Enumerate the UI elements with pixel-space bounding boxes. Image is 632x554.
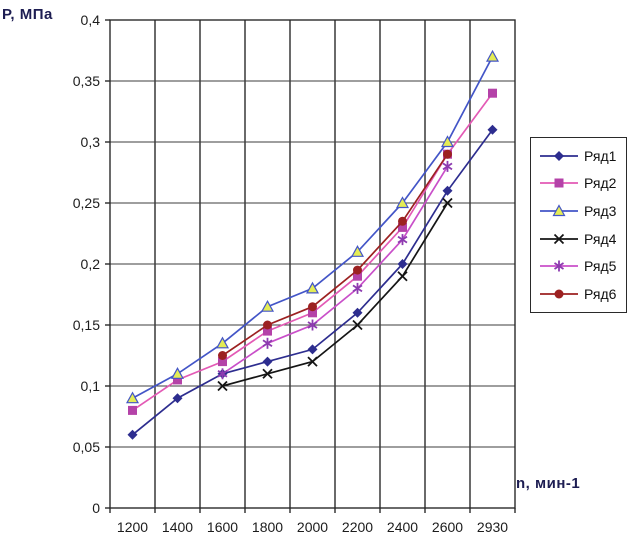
legend-item-5: Ряд5 <box>539 258 626 274</box>
x-tick-label: 1600 <box>206 519 239 535</box>
x-tick-label: 2930 <box>476 519 509 535</box>
legend-marker-triangle-icon <box>540 204 578 217</box>
y-tick-label: 0 <box>92 500 100 516</box>
axis-ticks <box>105 19 516 513</box>
legend-label: Ряд3 <box>584 203 617 220</box>
y-tick-label: 0,25 <box>72 195 100 211</box>
series-2 <box>128 88 497 415</box>
y-axis-title: Р, МПа <box>2 6 53 23</box>
legend: Ряд1 Ряд2 Ряд3 Ряд4 Ряд5 Ряд6 <box>530 137 627 313</box>
legend-item-1: Ряд1 <box>539 148 626 164</box>
legend-label: Ряд4 <box>584 230 617 247</box>
series-3 <box>125 49 500 404</box>
legend-item-2: Ряд2 <box>539 175 626 191</box>
x-tick-label: 2600 <box>431 519 464 535</box>
y-tick-label: 0,4 <box>80 12 100 28</box>
x-tick-label: 1800 <box>251 519 284 535</box>
x-tick-label: 2000 <box>296 519 329 535</box>
x-axis-title: n, мин-1 <box>516 475 581 492</box>
legend-label: Ряд1 <box>584 147 617 164</box>
legend-item-3: Ряд3 <box>539 203 626 219</box>
x-tick-label: 1200 <box>116 519 149 535</box>
legend-item-4: Ряд4 <box>539 231 626 247</box>
series-5 <box>217 160 453 380</box>
legend-item-6: Ряд6 <box>539 286 626 302</box>
y-tick-label: 0,1 <box>80 378 100 394</box>
legend-label: Ряд6 <box>584 286 617 303</box>
legend-label: Ряд5 <box>584 258 617 275</box>
y-tick-label: 0,35 <box>72 73 100 89</box>
y-tick-label: 0,2 <box>80 256 100 272</box>
legend-marker-diamond-icon <box>540 150 578 161</box>
legend-marker-star-icon <box>540 260 578 272</box>
x-tick-label: 2200 <box>341 519 374 535</box>
x-tick-label: 2400 <box>386 519 419 535</box>
legend-marker-circle-icon <box>540 289 578 299</box>
gridlines <box>109 19 516 509</box>
series-6 <box>218 149 452 360</box>
series-4 <box>217 197 453 392</box>
legend-marker-square-icon <box>540 178 578 188</box>
series-1 <box>127 124 498 440</box>
legend-marker-x-icon <box>540 233 578 244</box>
x-tick-label: 1400 <box>161 519 194 535</box>
y-tick-label: 0,15 <box>72 317 100 333</box>
y-tick-label: 0,05 <box>72 439 100 455</box>
legend-label: Ряд2 <box>584 175 617 192</box>
y-tick-label: 0,3 <box>80 134 100 150</box>
